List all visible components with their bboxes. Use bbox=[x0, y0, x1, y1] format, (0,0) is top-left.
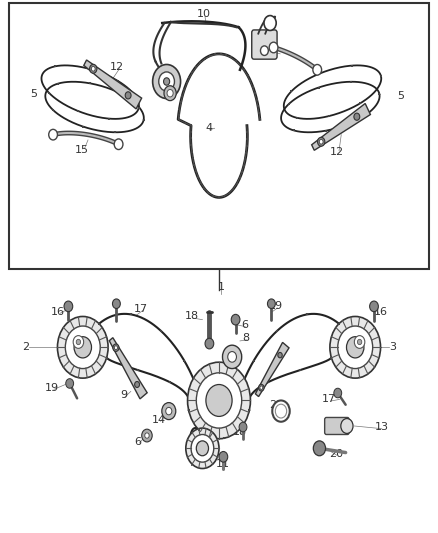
Circle shape bbox=[239, 422, 247, 432]
Circle shape bbox=[223, 345, 242, 368]
Circle shape bbox=[164, 86, 176, 101]
Circle shape bbox=[125, 92, 131, 99]
Circle shape bbox=[90, 64, 97, 73]
Circle shape bbox=[330, 317, 381, 378]
FancyBboxPatch shape bbox=[325, 417, 349, 434]
Circle shape bbox=[113, 344, 119, 351]
Circle shape bbox=[268, 299, 276, 309]
Text: 16: 16 bbox=[374, 306, 388, 317]
Circle shape bbox=[162, 402, 176, 419]
Circle shape bbox=[276, 404, 287, 418]
Text: 11: 11 bbox=[215, 459, 230, 469]
Circle shape bbox=[272, 400, 290, 422]
Circle shape bbox=[258, 384, 264, 391]
Circle shape bbox=[166, 407, 172, 415]
Text: 2: 2 bbox=[22, 342, 30, 352]
Text: 17: 17 bbox=[133, 304, 148, 314]
Text: 10: 10 bbox=[197, 9, 211, 19]
Circle shape bbox=[167, 90, 173, 97]
Text: 15: 15 bbox=[74, 144, 88, 155]
Circle shape bbox=[73, 336, 84, 349]
Circle shape bbox=[191, 434, 214, 462]
Circle shape bbox=[357, 340, 362, 345]
Text: 8: 8 bbox=[243, 333, 250, 343]
Text: 16: 16 bbox=[50, 306, 64, 317]
Text: 19: 19 bbox=[45, 383, 59, 393]
Text: 12: 12 bbox=[110, 62, 124, 72]
Circle shape bbox=[319, 140, 323, 144]
Text: 9: 9 bbox=[120, 390, 127, 400]
Polygon shape bbox=[84, 60, 141, 109]
Circle shape bbox=[159, 72, 174, 91]
Text: 17: 17 bbox=[322, 394, 336, 405]
Circle shape bbox=[152, 64, 180, 99]
Circle shape bbox=[278, 352, 282, 358]
Circle shape bbox=[318, 138, 325, 146]
Circle shape bbox=[114, 139, 123, 150]
FancyBboxPatch shape bbox=[252, 30, 277, 59]
Circle shape bbox=[186, 428, 219, 469]
Circle shape bbox=[313, 64, 321, 75]
Circle shape bbox=[145, 433, 149, 438]
Circle shape bbox=[354, 113, 360, 120]
Text: 12: 12 bbox=[330, 147, 344, 157]
Text: 19: 19 bbox=[268, 301, 283, 311]
Circle shape bbox=[113, 299, 120, 309]
Polygon shape bbox=[109, 338, 147, 399]
Text: 18: 18 bbox=[233, 427, 247, 438]
Text: 21: 21 bbox=[269, 400, 284, 410]
Circle shape bbox=[354, 336, 365, 349]
Text: 5: 5 bbox=[397, 91, 404, 101]
Text: 6: 6 bbox=[135, 437, 142, 447]
FancyBboxPatch shape bbox=[10, 3, 428, 269]
Circle shape bbox=[313, 441, 325, 456]
Text: 6: 6 bbox=[241, 320, 248, 330]
Text: 13: 13 bbox=[374, 422, 389, 432]
Circle shape bbox=[163, 78, 170, 85]
Text: 20: 20 bbox=[329, 449, 343, 458]
Circle shape bbox=[370, 301, 378, 312]
Circle shape bbox=[206, 384, 232, 416]
Circle shape bbox=[334, 388, 342, 398]
Circle shape bbox=[228, 352, 237, 362]
Circle shape bbox=[346, 337, 364, 358]
Circle shape bbox=[76, 340, 81, 345]
Circle shape bbox=[231, 314, 240, 325]
Circle shape bbox=[49, 130, 57, 140]
Circle shape bbox=[187, 362, 251, 439]
Circle shape bbox=[196, 373, 242, 428]
Polygon shape bbox=[312, 103, 371, 150]
Circle shape bbox=[57, 317, 108, 378]
Text: 15: 15 bbox=[258, 44, 272, 53]
Polygon shape bbox=[255, 342, 289, 397]
Text: 18: 18 bbox=[184, 311, 198, 321]
Circle shape bbox=[114, 346, 117, 350]
Circle shape bbox=[92, 67, 95, 71]
Circle shape bbox=[64, 301, 73, 312]
Circle shape bbox=[66, 378, 74, 388]
Circle shape bbox=[338, 326, 373, 368]
Circle shape bbox=[142, 429, 152, 442]
Circle shape bbox=[260, 386, 263, 390]
Circle shape bbox=[269, 42, 278, 53]
Circle shape bbox=[74, 337, 92, 358]
Circle shape bbox=[134, 382, 140, 387]
Circle shape bbox=[205, 338, 214, 349]
Text: 4: 4 bbox=[206, 123, 213, 133]
Circle shape bbox=[264, 15, 276, 30]
Circle shape bbox=[219, 451, 228, 462]
Text: 3: 3 bbox=[389, 342, 396, 352]
Circle shape bbox=[341, 418, 353, 433]
Text: 7: 7 bbox=[188, 458, 195, 468]
Text: 1: 1 bbox=[218, 282, 225, 292]
Text: 14: 14 bbox=[152, 415, 166, 425]
Circle shape bbox=[261, 46, 268, 55]
Circle shape bbox=[196, 441, 208, 456]
Text: 5: 5 bbox=[30, 88, 37, 99]
Circle shape bbox=[65, 326, 100, 368]
